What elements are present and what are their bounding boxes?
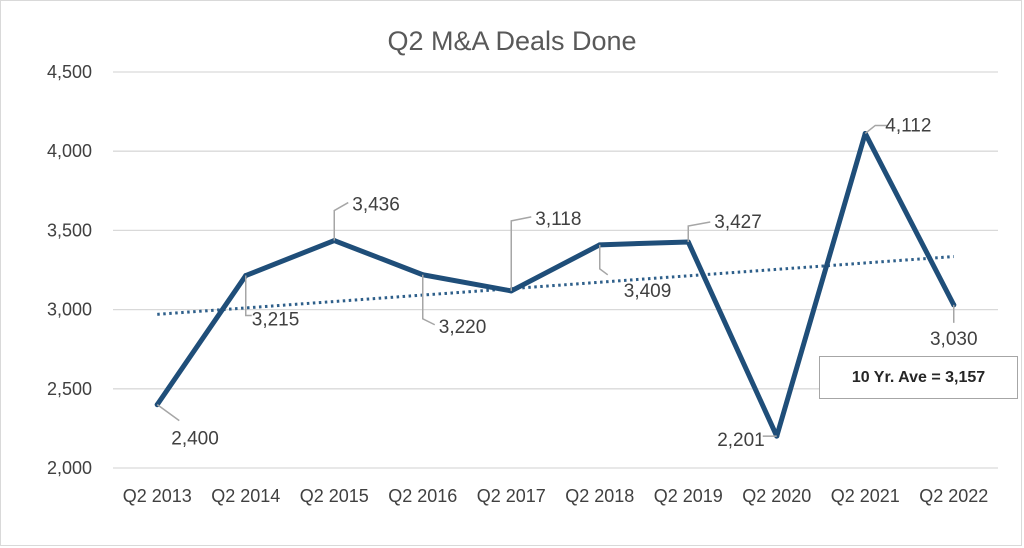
y-tick-label: 3,000: [47, 300, 92, 320]
x-tick-label: Q2 2014: [211, 486, 280, 506]
data-label: 3,030: [930, 329, 978, 350]
y-tick-label: 3,500: [47, 220, 92, 240]
leader-line: [333, 201, 349, 241]
x-tick-label: Q2 2018: [565, 486, 634, 506]
y-tick-label: 2,000: [47, 458, 92, 478]
x-tick-label: Q2 2020: [742, 486, 811, 506]
leader-line: [245, 275, 252, 317]
x-tick-label: Q2 2015: [300, 486, 369, 506]
leader-line: [156, 404, 180, 422]
y-tick-label: 4,500: [47, 62, 92, 82]
trend-line: [157, 255, 954, 316]
data-label: 2,201: [717, 430, 765, 451]
data-label: 3,118: [535, 209, 581, 230]
x-tick-label: Q2 2016: [388, 486, 457, 506]
x-tick-label: Q2 2019: [654, 486, 723, 506]
leader-line: [510, 216, 532, 291]
data-label: 3,220: [439, 317, 487, 338]
x-tick-label: Q2 2022: [919, 486, 988, 506]
data-label: 4,112: [885, 115, 931, 136]
chart-title: Q2 M&A Deals Done: [387, 26, 637, 56]
leader-line: [599, 244, 609, 276]
leader-line: [422, 274, 436, 326]
leader-line: [687, 221, 711, 242]
average-annotation: 10 Yr. Ave = 3,157: [819, 356, 1018, 399]
data-label: 2,400: [171, 429, 219, 450]
x-tick-label: Q2 2013: [123, 486, 192, 506]
y-tick-label: 2,500: [47, 379, 92, 399]
leader-line: [864, 124, 888, 135]
x-tick-label: Q2 2017: [477, 486, 546, 506]
data-label: 3,427: [714, 212, 762, 233]
x-tick-label: Q2 2021: [831, 486, 900, 506]
series-line: [154, 130, 957, 439]
data-label: 3,215: [252, 310, 300, 331]
y-tick-label: 4,000: [47, 141, 92, 161]
data-label: 3,409: [624, 281, 672, 302]
data-label: 3,436: [352, 195, 400, 216]
